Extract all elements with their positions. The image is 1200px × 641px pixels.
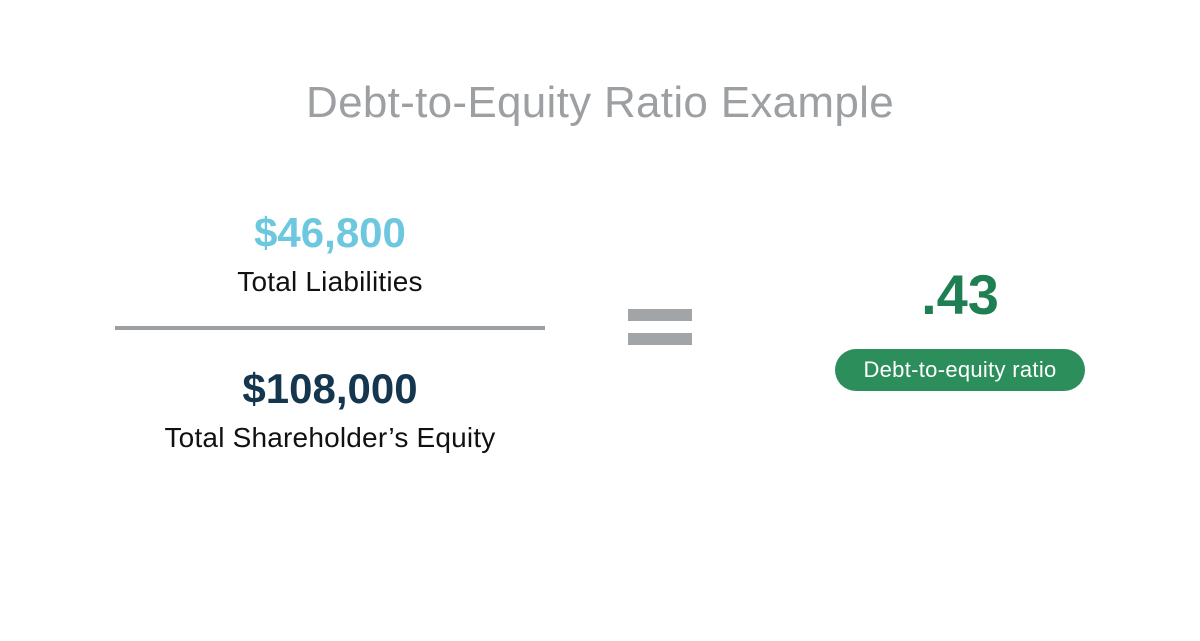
- result: .43 Debt-to-equity ratio: [720, 267, 1200, 391]
- formula-row: $46,800 Total Liabilities $108,000 Total…: [0, 210, 1200, 454]
- denominator-label: Total Shareholder’s Equity: [164, 422, 495, 454]
- result-badge: Debt-to-equity ratio: [835, 349, 1084, 391]
- equals-bar-top: [628, 309, 692, 321]
- page-title: Debt-to-Equity Ratio Example: [0, 78, 1200, 128]
- equals-bar-bottom: [628, 333, 692, 345]
- numerator-label: Total Liabilities: [237, 266, 423, 298]
- numerator-value: $46,800: [254, 210, 406, 256]
- equals-icon: [600, 303, 720, 351]
- fraction: $46,800 Total Liabilities $108,000 Total…: [0, 210, 600, 454]
- denominator: $108,000 Total Shareholder’s Equity: [164, 366, 495, 454]
- result-value: .43: [921, 267, 999, 323]
- fraction-bar: [115, 326, 545, 330]
- page-root: Debt-to-Equity Ratio Example $46,800 Tot…: [0, 0, 1200, 641]
- numerator: $46,800 Total Liabilities: [237, 210, 423, 298]
- denominator-value: $108,000: [242, 366, 417, 412]
